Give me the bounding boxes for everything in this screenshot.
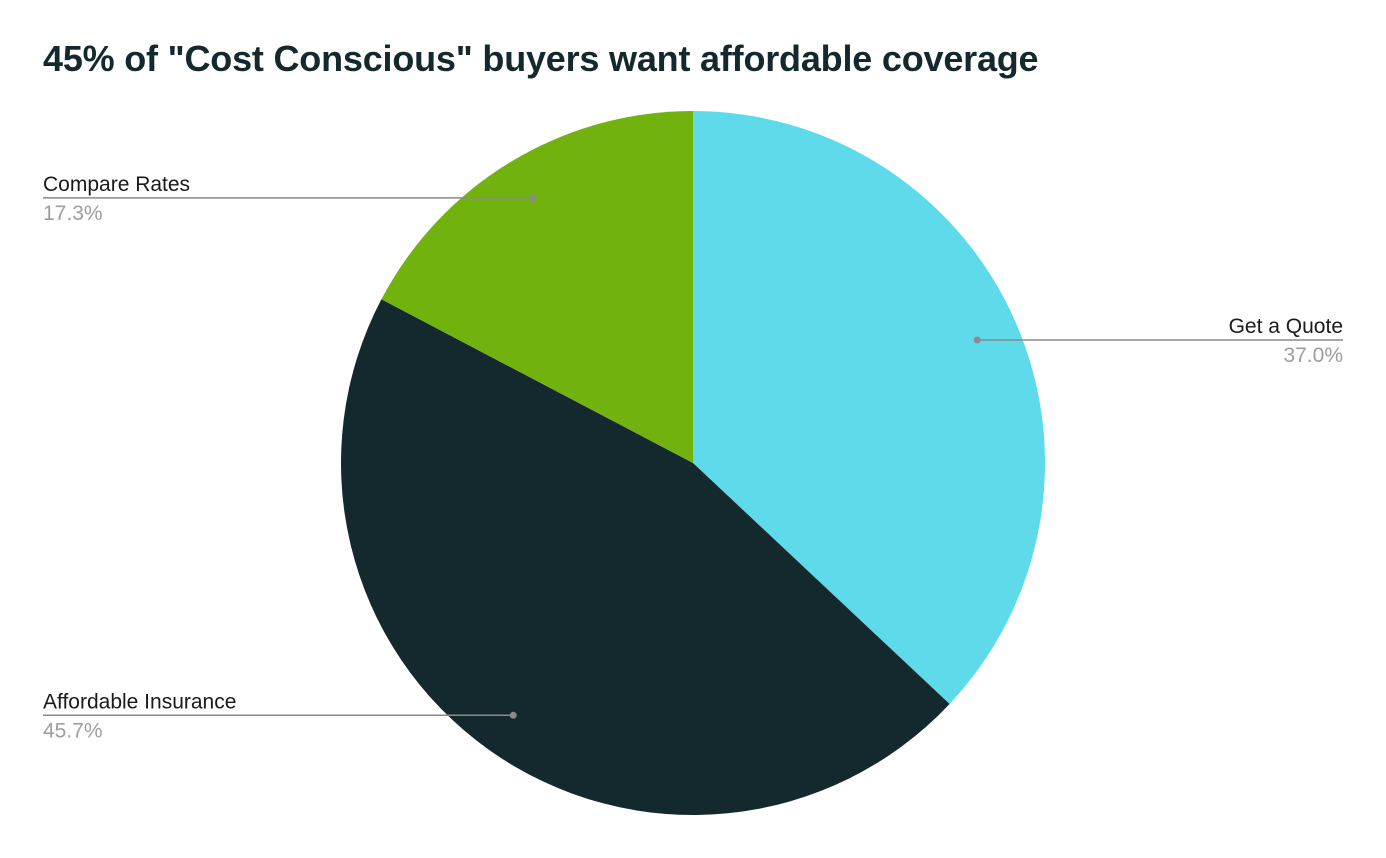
slice-value-compare-rates: 17.3% (43, 202, 103, 225)
pie-slice-affordable-insurance[interactable] (340, 299, 950, 816)
leader-dot-get-a-quote (973, 336, 981, 344)
leader-dot-affordable-insurance (509, 711, 517, 719)
pie-slice-get-a-quote[interactable] (693, 111, 1045, 704)
slice-label-affordable-insurance: Affordable Insurance (43, 690, 236, 713)
pie-slice-compare-rates[interactable] (381, 111, 693, 463)
pie-labels: Get a Quote 37.0% Affordable Insurance 45.7… (43, 173, 1343, 742)
slice-value-get-a-quote: 37.0% (1283, 344, 1343, 367)
slice-label-get-a-quote: Get a Quote (1229, 315, 1343, 338)
leader-dot-compare-rates (529, 194, 537, 202)
pie-slices (340, 111, 1045, 816)
chart-title: 45% of "Cost Conscious" buyers want affo… (43, 38, 1039, 79)
slice-value-affordable-insurance: 45.7% (43, 719, 103, 742)
slice-label-compare-rates: Compare Rates (43, 173, 190, 196)
